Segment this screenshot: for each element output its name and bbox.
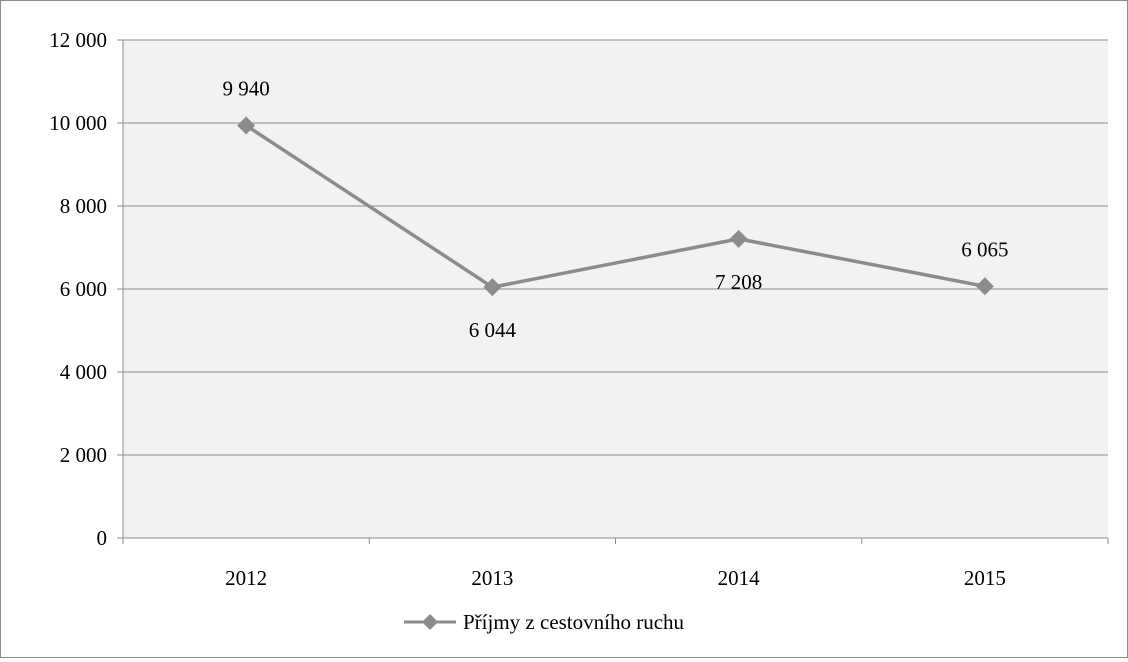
legend: Příjmy z cestovního ruchu	[404, 610, 685, 634]
data-label: 9 940	[223, 76, 270, 100]
y-tick-labels: 0 2 000 4 000 6 000 8 000 10 000 12 000	[49, 28, 107, 550]
y-tick-label: 6 000	[60, 277, 107, 301]
y-tick-label: 8 000	[60, 194, 107, 218]
y-tick-label: 4 000	[60, 360, 107, 384]
x-tick-labels: 2012 2013 2014 2015	[225, 566, 1006, 590]
data-labels: 9 940 6 044 7 208 6 065	[223, 76, 1009, 342]
data-point-marker	[237, 116, 256, 135]
series-line	[245, 124, 986, 289]
gridlines	[123, 39, 1108, 456]
y-tick-label: 12 000	[49, 28, 107, 52]
y-tick-label: 2 000	[60, 443, 107, 467]
x-tick-label: 2014	[718, 566, 761, 590]
legend-diamond-marker	[422, 614, 438, 630]
axes	[117, 39, 1109, 544]
series-layer	[237, 116, 994, 297]
x-tick-label: 2013	[471, 566, 513, 590]
data-point-marker	[483, 278, 502, 297]
x-tick-label: 2015	[964, 566, 1006, 590]
y-tick-label: 10 000	[49, 111, 107, 135]
legend-label: Příjmy z cestovního ruchu	[463, 610, 685, 634]
data-label: 7 208	[715, 270, 762, 294]
data-point-marker	[729, 229, 748, 248]
y-tick-label: 0	[97, 526, 108, 550]
data-label: 6 065	[961, 237, 1008, 261]
data-label: 6 044	[469, 318, 517, 342]
x-tick-label: 2012	[225, 566, 267, 590]
data-point-marker	[975, 277, 994, 296]
